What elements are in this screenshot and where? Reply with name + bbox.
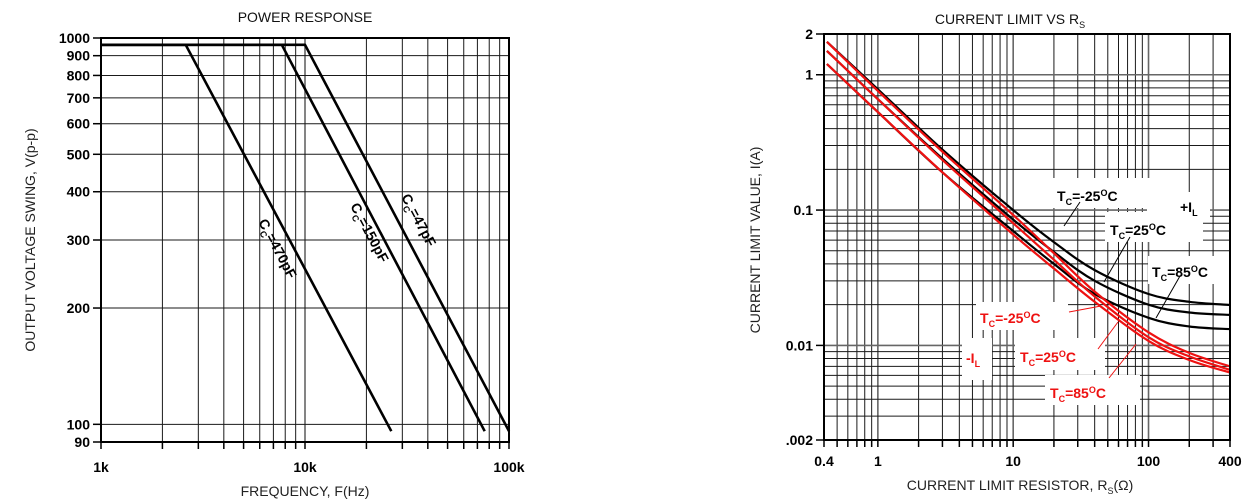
x-tick-label: 100 [1137,453,1161,469]
x-tick-label: 1 [874,453,882,469]
y-tick-label: 400 [67,184,91,200]
annotation-label: TC=-25OC [1057,188,1118,207]
y-tick-label: 700 [67,90,91,106]
y-tick-label: 0.1 [794,202,814,218]
x-tick-label: 10k [293,459,317,475]
curve-cc-470pf [101,43,393,432]
y-tick-label: 100 [67,416,91,432]
curve-cc-47pf [101,43,511,432]
curves [826,40,1231,374]
curve--il-tc-25-c [826,41,1231,368]
annotations: TC=-25OC +IL TC=25OC TC=85OC TC=-25OC -IL TC=2… [966,188,1208,404]
y-axis-label: OUTPUT VOLTAGE SWING, V(p-p) [22,128,38,351]
label-masks [962,178,1230,405]
x-tick-label: 1k [93,459,109,475]
x-axis-ticks: 0.4 1 10 100 400 [814,440,1242,469]
y-tick-label: 900 [67,48,91,64]
annotation-label: -IL [966,350,981,369]
power-response-chart: POWER RESPONSE 1000 900 800 700 600 500 400 300… [22,9,525,499]
y-tick-label: 1000 [59,30,90,46]
y-tick-label: 300 [67,232,91,248]
curve--il-tc-25-c [826,50,1231,371]
plot-frame [823,33,1231,441]
x-tick-label: 0.4 [814,453,834,469]
y-axis-ticks: 1000 900 800 700 600 500 400 300 200 100 90 [59,30,101,450]
annotation-label: TC=25OC [1020,349,1076,368]
y-tick-label: 90 [74,434,90,450]
x-axis-label: CURRENT LIMIT RESISTOR, RS(Ω) [907,477,1134,496]
y-axis-label: CURRENT LIMIT VALUE, I(A) [747,147,763,334]
curve--il-tc-85-c [826,63,1231,374]
annotation-label: TC=-25OC [980,310,1041,329]
grid [100,37,510,443]
y-tick-label: 500 [67,146,91,162]
y-tick-label: 0.01 [786,337,813,353]
curve--il-tc-25-c [826,40,1231,307]
chart-title: CURRENT LIMIT VS RS [935,11,1085,30]
x-axis-label: FREQUENCY, F(Hz) [241,483,370,499]
annotation-label: TC=25OC [1110,222,1166,241]
y-tick-label: 800 [67,67,91,83]
annotation-label: +IL [1180,199,1198,218]
x-axis-ticks: 1k 10k 100k [93,442,525,475]
annotation-label: TC=85OC [1050,385,1106,404]
x-tick-label: 400 [1218,453,1242,469]
curves [101,43,511,432]
x-tick-label: 100k [493,459,524,475]
chart-title: POWER RESPONSE [238,9,373,25]
y-tick-label: .002 [786,432,813,448]
x-tick-label: 10 [1005,453,1021,469]
leader-lines [1063,201,1181,379]
y-tick-label: 2 [805,26,813,42]
y-tick-label: 600 [67,116,91,132]
y-tick-label: 200 [67,300,91,316]
current-limit-chart: CURRENT LIMIT VS RS [747,11,1242,496]
y-axis-ticks: 2 1 0.1 0.01 .002 [786,26,824,448]
y-tick-label: 1 [805,67,813,83]
annotation-label: TC=85OC [1152,264,1208,283]
